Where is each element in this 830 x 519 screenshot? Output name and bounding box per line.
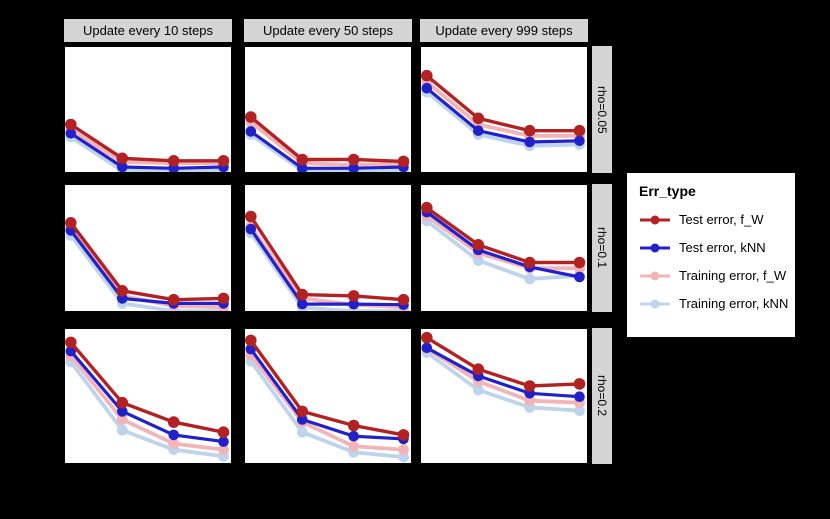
legend-item-label: Training error, kNN — [679, 296, 789, 311]
line-chart — [65, 217, 230, 311]
legend-item-label: Test error, f_W — [679, 212, 764, 227]
chart-panel-rho01-999steps — [419, 183, 589, 313]
facet-strip-row-3: rho=0.2 — [591, 327, 613, 465]
line-chart — [421, 201, 586, 285]
facet-strip-row-1: rho=0.05 — [591, 45, 613, 174]
facet-strip-col-2-label: Update every 50 steps — [262, 23, 394, 38]
chart-panel-rho02-999steps — [419, 327, 589, 465]
line-point-key-icon — [640, 215, 670, 224]
chart-panel-rho01-10steps — [63, 183, 233, 313]
facet-strip-col-3: Update every 999 steps — [419, 18, 589, 43]
legend-item-label: Test error, kNN — [679, 240, 766, 255]
chart-panel-rho02-50steps — [243, 327, 413, 465]
legend-item: Training error, kNN — [639, 296, 789, 311]
facet-strip-col-1-label: Update every 10 steps — [82, 23, 214, 38]
line-point-key-icon — [640, 271, 670, 280]
line-chart — [245, 111, 410, 172]
line-point-key-icon — [640, 299, 670, 308]
line-chart — [65, 336, 230, 462]
legend: Err_type Test error, f_W Test error, kNN… — [627, 173, 795, 337]
line-chart — [421, 69, 586, 152]
facet-strip-row-3-label: rho=0.2 — [595, 375, 609, 417]
chart-panel-rho005-10steps — [63, 45, 233, 174]
facet-strip-row-2: rho=0.1 — [591, 183, 613, 313]
chart-panel-rho02-10steps — [63, 327, 233, 465]
line-point-key-icon — [640, 243, 670, 252]
facet-strip-col-2: Update every 50 steps — [243, 18, 413, 43]
chart-panel-rho005-50steps — [243, 45, 413, 174]
line-chart — [421, 331, 586, 417]
chart-panel-rho01-50steps — [243, 183, 413, 313]
legend-item: Training error, f_W — [639, 268, 787, 283]
line-chart — [245, 334, 410, 463]
facet-strip-row-1-label: rho=0.05 — [595, 85, 609, 134]
facet-strip-col-1: Update every 10 steps — [63, 18, 233, 43]
facet-strip-col-3-label: Update every 999 steps — [435, 23, 573, 38]
chart-panel-rho005-999steps — [419, 45, 589, 174]
legend-item-label: Training error, f_W — [679, 268, 787, 283]
legend-item: Test error, kNN — [639, 240, 787, 255]
facet-strip-row-2-label: rho=0.1 — [595, 227, 609, 269]
legend-item: Test error, f_W — [639, 212, 787, 227]
line-chart — [65, 118, 230, 172]
line-chart — [245, 210, 410, 311]
legend-title: Err_type — [639, 183, 696, 199]
